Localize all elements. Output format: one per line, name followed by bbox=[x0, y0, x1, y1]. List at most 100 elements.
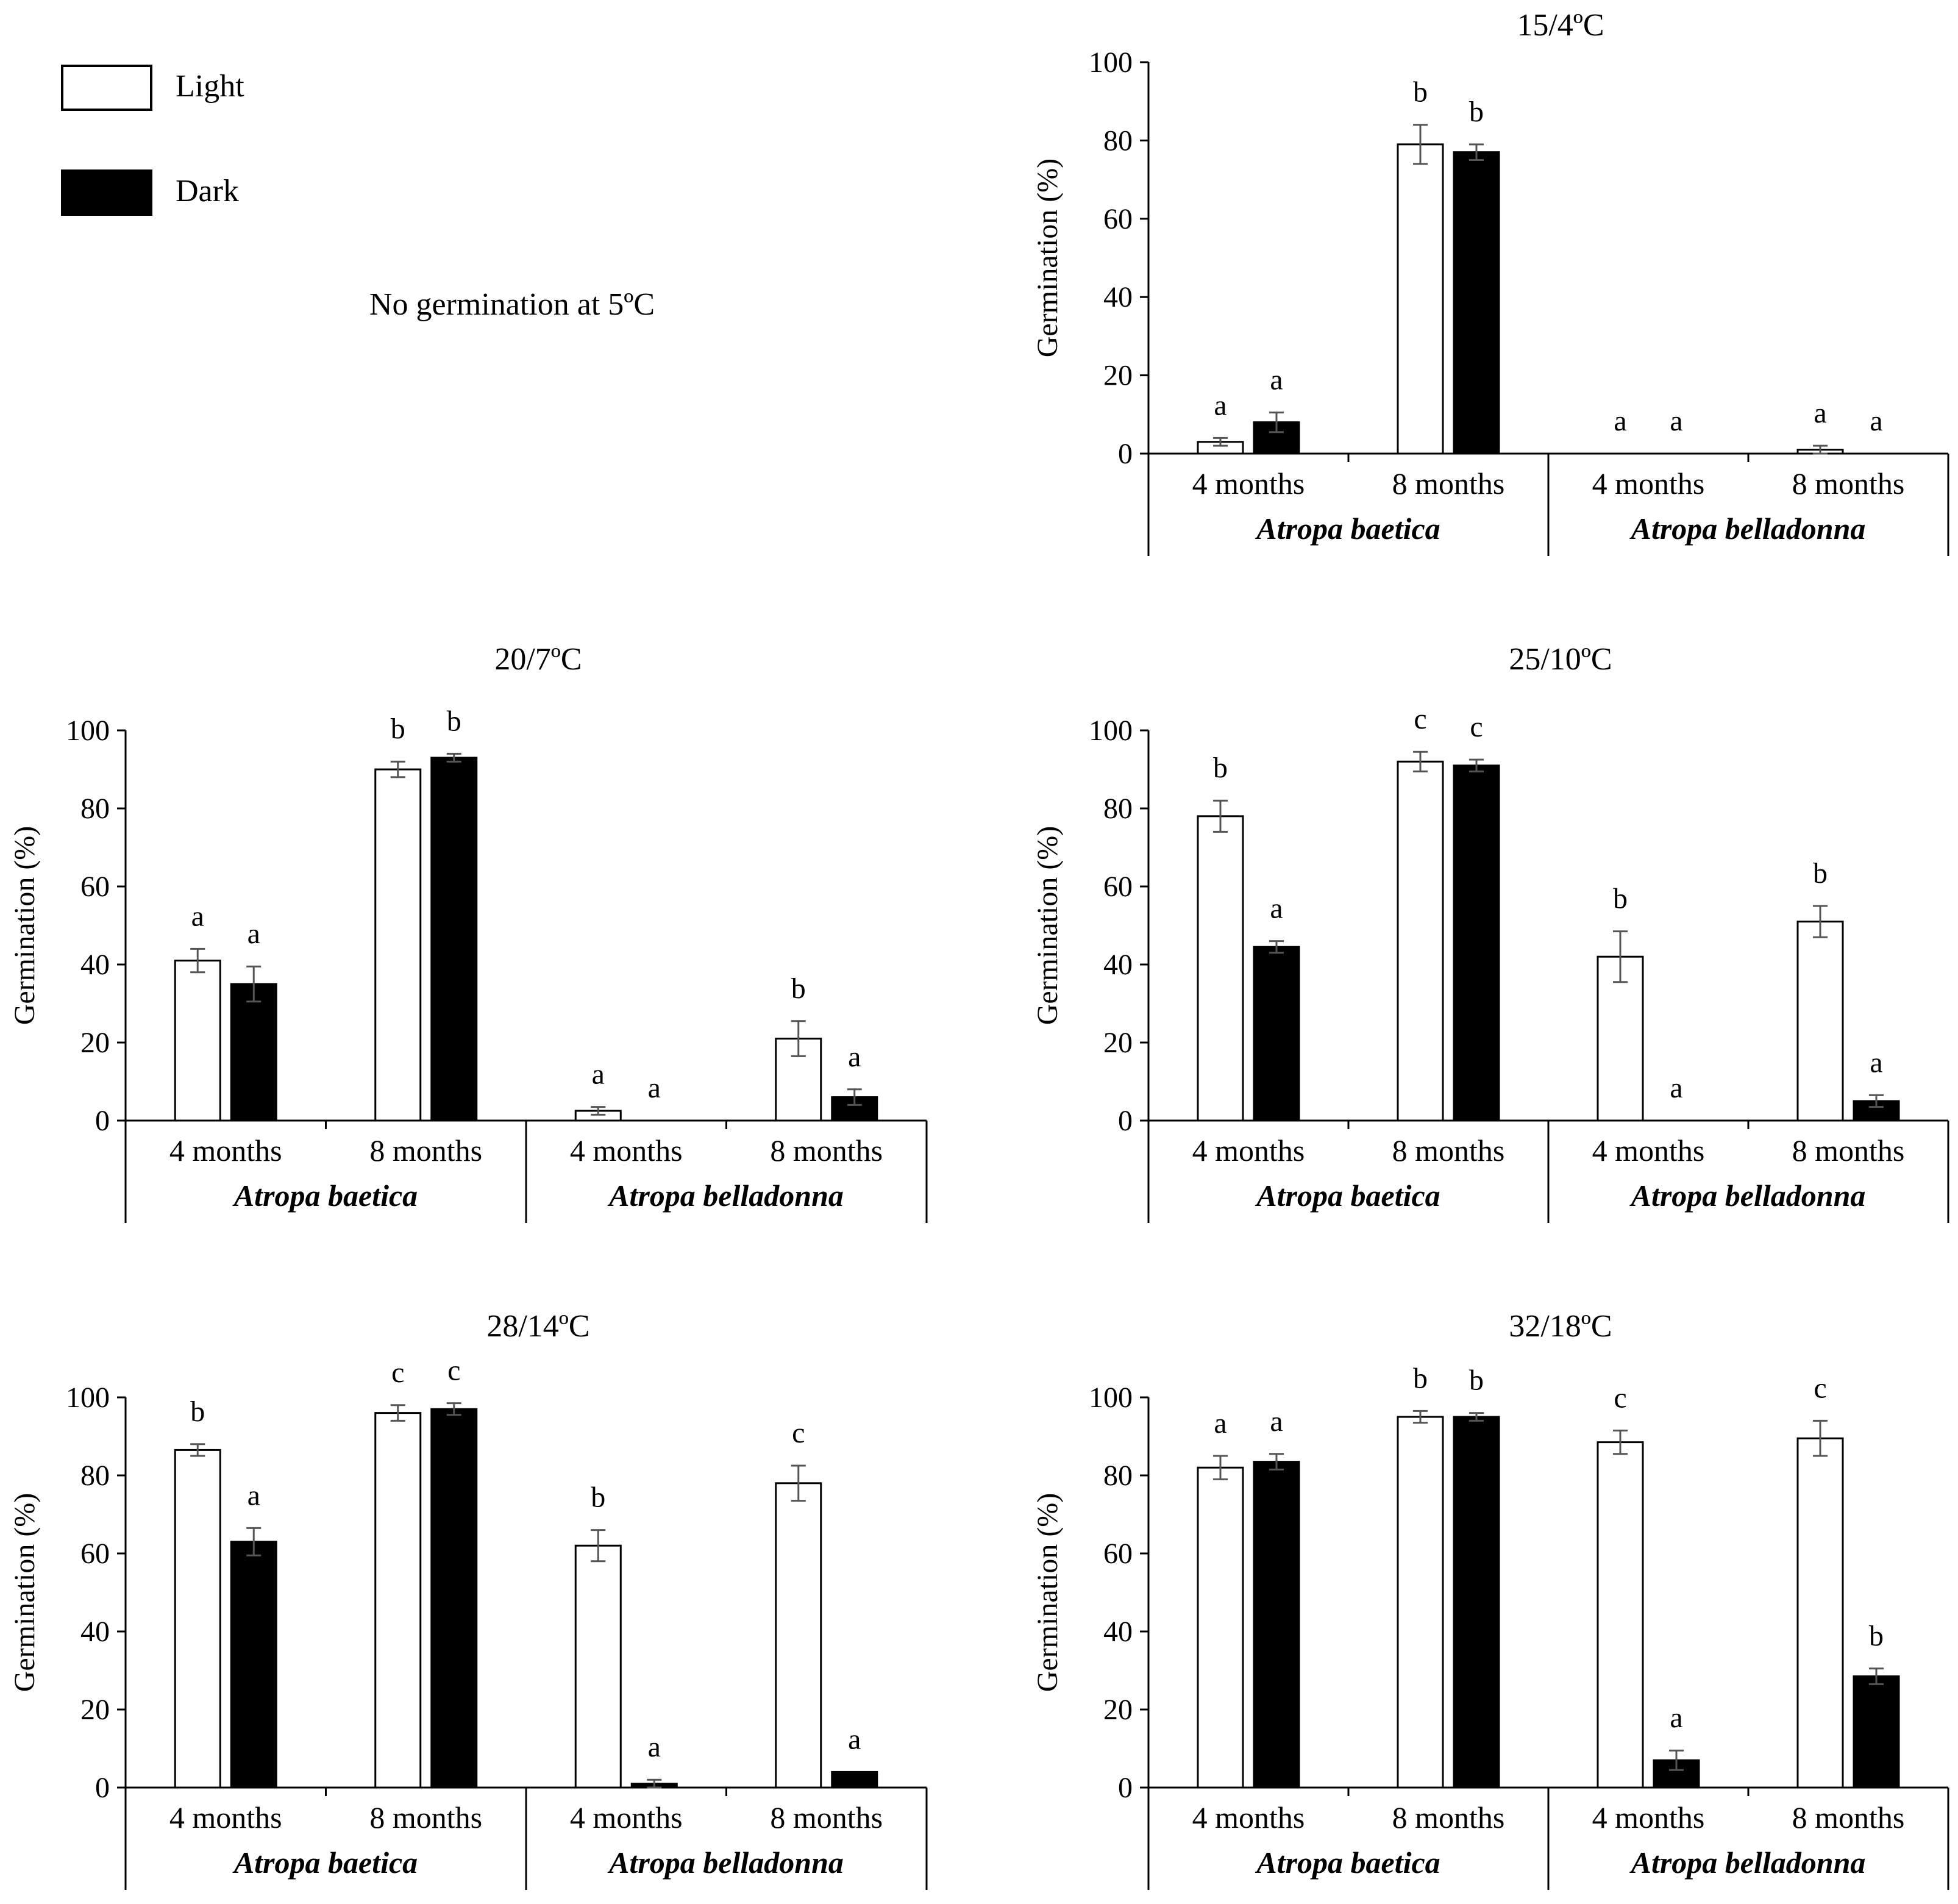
y-tick-label: 0 bbox=[1118, 1105, 1133, 1137]
significance-letter: b bbox=[1469, 96, 1484, 128]
group-label: 4 months bbox=[570, 1800, 683, 1834]
significance-letter: b bbox=[591, 1481, 605, 1514]
significance-letter: a bbox=[648, 1072, 661, 1104]
y-tick-label: 20 bbox=[1103, 360, 1133, 392]
light-bar bbox=[1397, 143, 1444, 455]
species-label: Atropa baetica bbox=[1255, 512, 1440, 546]
significance-letter: c bbox=[1470, 711, 1483, 743]
light-bar bbox=[174, 1449, 221, 1789]
y-tick-label: 20 bbox=[80, 1694, 110, 1726]
y-tick-label: 80 bbox=[1103, 793, 1133, 825]
group-label: 8 months bbox=[770, 1133, 883, 1168]
species-label: Atropa baetica bbox=[1255, 1178, 1440, 1213]
dark-bar bbox=[1253, 1461, 1300, 1789]
chart-panel-1: 15/4ºC 0 20 40 60 80 100 Germination (%) 4 month… bbox=[1031, 8, 1949, 556]
significance-letter: a bbox=[1870, 405, 1882, 437]
group-label: 8 months bbox=[1792, 466, 1905, 501]
significance-letter: c bbox=[1814, 1372, 1826, 1404]
significance-letter: a bbox=[1270, 1405, 1283, 1438]
species-label: Atropa belladonna bbox=[607, 1178, 844, 1213]
species-label: Atropa baetica bbox=[232, 1845, 418, 1880]
light-bar bbox=[374, 1412, 422, 1789]
significance-letter: c bbox=[391, 1357, 404, 1389]
significance-letter: a bbox=[1870, 1046, 1882, 1079]
significance-letter: a bbox=[1270, 364, 1283, 396]
y-tick-label: 0 bbox=[1118, 438, 1133, 470]
significance-letter: a bbox=[1614, 405, 1626, 437]
dark-bar bbox=[230, 983, 277, 1122]
light-bar bbox=[1197, 815, 1244, 1122]
dark-bar bbox=[1853, 1675, 1900, 1789]
legend-light-swatch bbox=[61, 65, 152, 111]
significance-letter: b bbox=[447, 705, 461, 737]
y-tick-label: 100 bbox=[66, 715, 110, 747]
significance-letter: a bbox=[848, 1723, 861, 1755]
group-label: 4 months bbox=[1192, 466, 1305, 501]
chart-panel-3: 25/10ºC 0 20 40 60 80 100 Germination (%) 4 mont… bbox=[1031, 642, 1949, 1223]
y-tick-label: 60 bbox=[1103, 203, 1133, 235]
significance-letter: b bbox=[1413, 76, 1428, 109]
dark-bar bbox=[430, 757, 478, 1122]
significance-letter: c bbox=[792, 1417, 805, 1449]
y-tick-label: 60 bbox=[1103, 1538, 1133, 1570]
significance-letter: b bbox=[1613, 883, 1628, 915]
dark-bar bbox=[230, 1541, 277, 1789]
y-tick-label: 0 bbox=[95, 1105, 110, 1137]
group-label: 4 months bbox=[169, 1800, 282, 1834]
y-tick-label: 20 bbox=[1103, 1027, 1133, 1059]
group-label: 4 months bbox=[1192, 1133, 1305, 1168]
y-tick-label: 40 bbox=[1103, 1616, 1133, 1648]
light-bar bbox=[1597, 1441, 1644, 1789]
significance-letter: a bbox=[1670, 405, 1682, 437]
significance-letter: a bbox=[191, 900, 204, 932]
light-bar bbox=[374, 768, 422, 1122]
significance-letter: b bbox=[1869, 1620, 1884, 1652]
chart-title: 28/14ºC bbox=[486, 1309, 589, 1344]
y-tick-label: 0 bbox=[95, 1772, 110, 1804]
dark-bar bbox=[1453, 765, 1500, 1122]
no-germination-note: No germination at 5ºC bbox=[369, 287, 655, 322]
y-axis-label: Germination (%) bbox=[9, 826, 41, 1025]
group-label: 8 months bbox=[1392, 1133, 1505, 1168]
significance-letter: b bbox=[791, 972, 806, 1005]
chart-panels: 15/4ºC 0 20 40 60 80 100 Germination (%) 4 month… bbox=[9, 8, 1949, 1890]
chart-panel-5: 32/18ºC 0 20 40 60 80 100 Germination (%) 4 mont… bbox=[1031, 1309, 1949, 1890]
significance-letter: a bbox=[1214, 389, 1226, 421]
group-label: 8 months bbox=[1792, 1800, 1905, 1834]
dark-bar bbox=[1453, 151, 1500, 455]
significance-letter: b bbox=[190, 1396, 205, 1428]
group-label: 8 months bbox=[1792, 1133, 1905, 1168]
y-tick-label: 40 bbox=[80, 949, 110, 981]
y-axis-label: Germination (%) bbox=[1031, 159, 1064, 358]
species-label: Atropa belladonna bbox=[1629, 512, 1866, 546]
y-tick-label: 60 bbox=[1103, 871, 1133, 903]
group-label: 8 months bbox=[1392, 466, 1505, 501]
y-tick-label: 80 bbox=[80, 793, 110, 825]
y-tick-label: 100 bbox=[1089, 46, 1133, 79]
group-label: 4 months bbox=[1192, 1800, 1305, 1834]
significance-letter: a bbox=[1670, 1072, 1682, 1104]
dark-bar bbox=[1253, 946, 1300, 1122]
y-tick-label: 20 bbox=[80, 1027, 110, 1059]
significance-letter: b bbox=[391, 713, 405, 745]
light-bar bbox=[1796, 921, 1844, 1122]
significance-letter: a bbox=[648, 1731, 661, 1763]
significance-letter: b bbox=[1813, 857, 1828, 890]
species-label: Atropa baetica bbox=[1255, 1845, 1440, 1880]
y-tick-label: 100 bbox=[1089, 1382, 1133, 1414]
significance-letter: a bbox=[1814, 397, 1826, 429]
y-tick-label: 80 bbox=[1103, 124, 1133, 157]
significance-letter: c bbox=[1614, 1382, 1626, 1414]
significance-letter: a bbox=[247, 918, 260, 950]
significance-letter: a bbox=[1214, 1407, 1226, 1439]
dark-bar bbox=[430, 1408, 478, 1789]
light-bar bbox=[574, 1544, 622, 1789]
species-label: Atropa belladonna bbox=[607, 1845, 844, 1880]
y-axis-label: Germination (%) bbox=[9, 1493, 41, 1692]
y-tick-label: 100 bbox=[1089, 715, 1133, 747]
y-tick-label: 100 bbox=[66, 1382, 110, 1414]
significance-letter: b bbox=[1413, 1362, 1428, 1394]
chart-panel-2: 20/7ºC 0 20 40 60 80 100 Germination (%) 4 month… bbox=[9, 642, 928, 1223]
light-bar bbox=[1397, 760, 1444, 1122]
